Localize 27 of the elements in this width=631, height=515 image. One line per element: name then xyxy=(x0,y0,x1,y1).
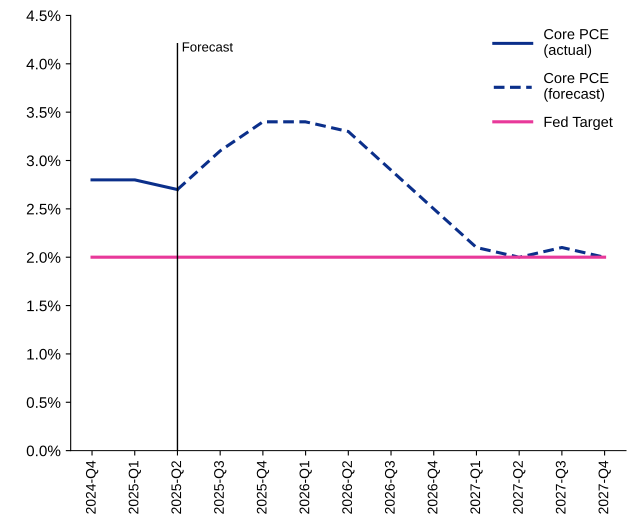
x-tick-label: 2026-Q1 xyxy=(299,461,312,514)
x-tick-label: 2025-Q2 xyxy=(171,461,184,514)
y-tick-label: 0.5% xyxy=(26,397,60,408)
legend-label: Core PCE (actual) xyxy=(544,28,608,58)
x-tick-label: 2027-Q2 xyxy=(513,461,526,514)
x-tick-label: 2027-Q4 xyxy=(598,460,611,514)
x-tick-label: 2025-Q3 xyxy=(214,460,226,514)
x-tick-label: 2024-Q4 xyxy=(86,460,98,514)
x-tick-label: 2026-Q4 xyxy=(428,460,440,514)
y-tick-label: 2.0% xyxy=(26,252,60,263)
y-tick-label: 1.5% xyxy=(27,300,60,312)
ref-line-label: Forecast xyxy=(182,42,233,52)
y-tick-label: 2.5% xyxy=(26,204,60,215)
x-tick-label: 2027-Q3 xyxy=(556,460,568,514)
y-tick-label: 4.5% xyxy=(26,10,60,22)
x-tick-label: 2026-Q3 xyxy=(384,460,398,514)
x-tick-label: 2027-Q1 xyxy=(470,461,483,514)
y-tick-label: 3.0% xyxy=(26,155,60,166)
y-tick-label: 3.5% xyxy=(26,107,60,118)
x-tick-label: 2025-Q4 xyxy=(256,460,270,514)
x-tick-label: 2026-Q2 xyxy=(342,461,355,514)
y-tick-label: 4.0% xyxy=(26,58,60,70)
x-tick-label: 2025-Q1 xyxy=(128,461,141,514)
legend-label: Core PCE (forecast) xyxy=(544,72,608,102)
legend-label: Fed Target xyxy=(544,116,613,130)
y-tick-label: 1.0% xyxy=(27,348,60,360)
y-tick-label: 0.0% xyxy=(26,445,60,456)
